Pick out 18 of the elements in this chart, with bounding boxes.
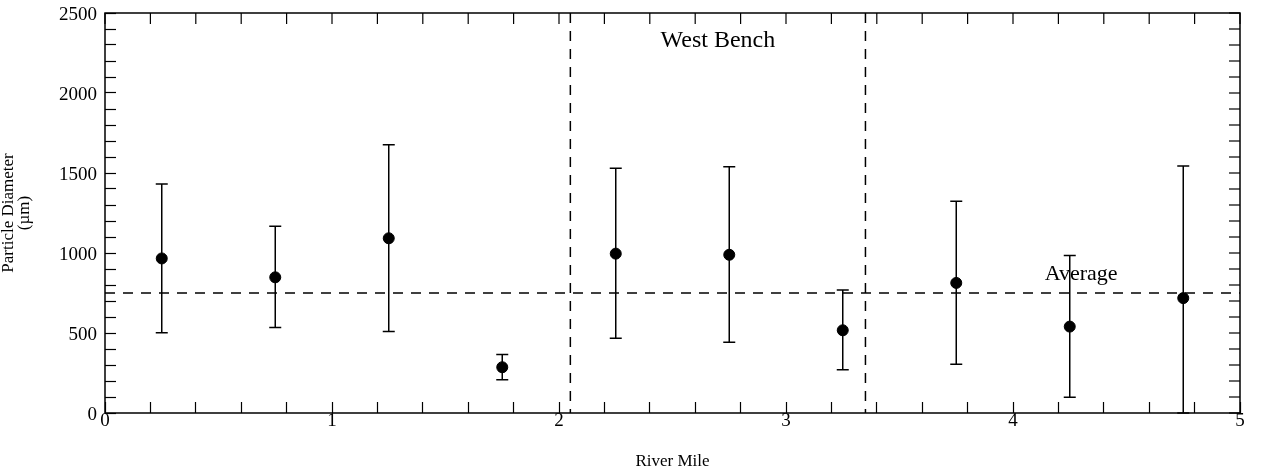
y-axis-title: Particle Diameter (µm)	[0, 152, 33, 273]
x-axis-title: River Mile	[635, 451, 710, 471]
x-tick-label: 3	[781, 409, 791, 431]
x-tick-label: 4	[1008, 409, 1019, 431]
y-tick-label: 2500	[59, 2, 97, 24]
point	[950, 276, 963, 289]
x-tick-label: 5	[1235, 409, 1245, 431]
y-tick-label: 500	[68, 322, 97, 344]
y-tick-label: 1000	[59, 242, 97, 264]
point	[269, 271, 282, 284]
annotation: West Bench	[660, 26, 776, 53]
y-tick-label: 1500	[59, 162, 97, 184]
point	[1177, 292, 1190, 305]
x-tick-label: 1	[327, 409, 337, 431]
x-tick-label: 2	[554, 409, 564, 431]
point	[496, 361, 509, 374]
y-tick-label: 2000	[59, 82, 97, 104]
point	[723, 248, 736, 261]
